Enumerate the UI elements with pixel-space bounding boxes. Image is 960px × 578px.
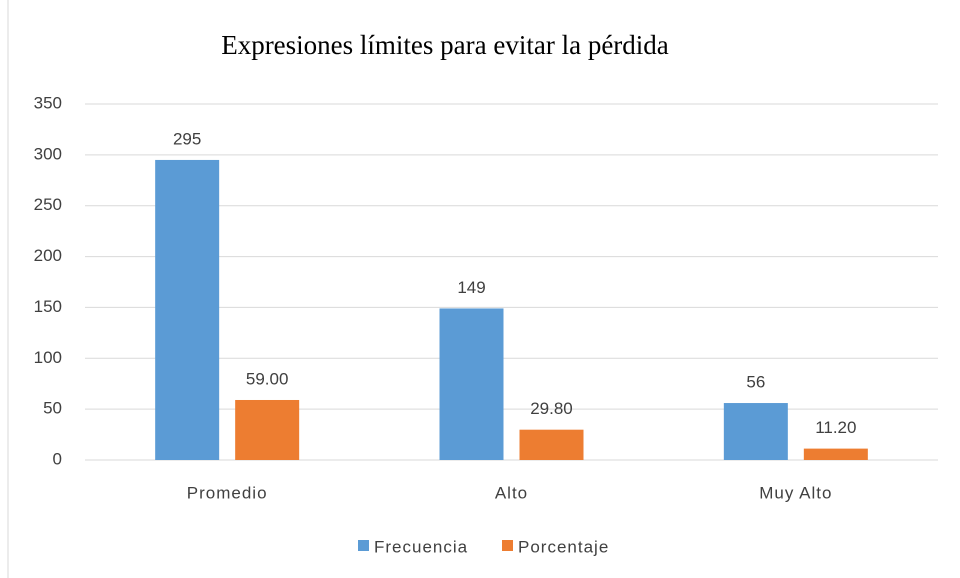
data-label: 59.00 <box>246 369 289 388</box>
data-label: 29.80 <box>530 399 573 418</box>
y-tick-label: 0 <box>53 449 62 468</box>
chart-title: Expresiones límites para evitar la pérdi… <box>221 30 669 60</box>
data-label: 56 <box>746 373 765 392</box>
y-tick-label: 300 <box>34 144 62 163</box>
data-label: 149 <box>457 278 485 297</box>
y-tick-label: 150 <box>34 297 62 316</box>
bar <box>519 429 584 460</box>
y-tick-label: 100 <box>34 348 62 367</box>
x-tick-label: Muy Alto <box>759 483 832 502</box>
bar <box>235 399 300 460</box>
x-tick-label: Alto <box>495 483 528 502</box>
legend-swatch <box>358 540 369 551</box>
bar <box>155 159 220 460</box>
bar <box>803 448 868 460</box>
y-tick-label: 250 <box>34 195 62 214</box>
x-tick-label: Promedio <box>187 483 268 502</box>
data-label: 11.20 <box>815 418 856 437</box>
legend-label: Porcentaje <box>518 537 609 556</box>
bar <box>723 403 788 460</box>
y-tick-label: 200 <box>34 246 62 265</box>
y-tick-label: 350 <box>34 93 62 112</box>
y-tick-label: 50 <box>43 399 62 418</box>
data-label: 295 <box>173 129 201 148</box>
legend-swatch <box>502 540 513 551</box>
bar <box>439 308 504 460</box>
legend-label: Frecuencia <box>374 537 468 556</box>
